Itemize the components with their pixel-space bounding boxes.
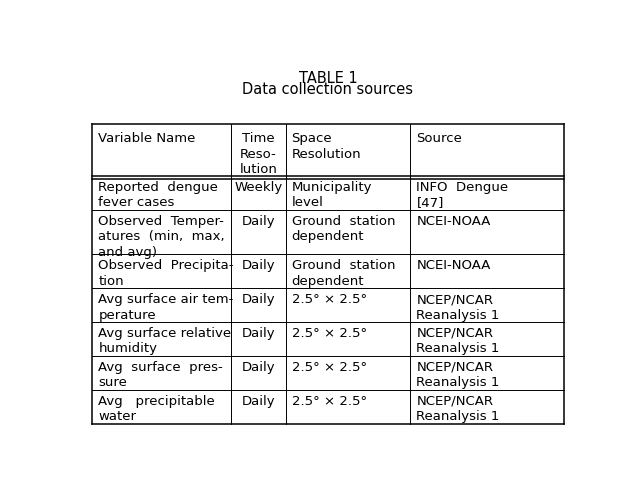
Text: Observed  Temper-
atures  (min,  max,
and avg): Observed Temper- atures (min, max, and a… xyxy=(99,214,225,258)
Text: Reported  dengue
fever cases: Reported dengue fever cases xyxy=(99,181,218,209)
Text: Daily: Daily xyxy=(242,214,275,227)
Text: Avg surface air tem-
perature: Avg surface air tem- perature xyxy=(99,292,234,321)
Text: Daily: Daily xyxy=(242,360,275,373)
Text: 2.5° × 2.5°: 2.5° × 2.5° xyxy=(292,292,367,305)
Text: Daily: Daily xyxy=(242,292,275,305)
Text: 2.5° × 2.5°: 2.5° × 2.5° xyxy=(292,360,367,373)
Text: Daily: Daily xyxy=(242,258,275,272)
Text: NCEP/NCAR
Reanalysis 1: NCEP/NCAR Reanalysis 1 xyxy=(417,292,500,321)
Text: Avg surface relative
humidity: Avg surface relative humidity xyxy=(99,326,232,355)
Text: Municipality
level: Municipality level xyxy=(292,181,372,209)
Text: Ground  station
dependent: Ground station dependent xyxy=(292,214,395,242)
Text: Space
Resolution: Space Resolution xyxy=(292,132,361,160)
Text: Observed  Precipita-
tion: Observed Precipita- tion xyxy=(99,258,234,287)
Text: Time
Reso-
lution: Time Reso- lution xyxy=(239,132,277,176)
Text: NCEI-NOAA: NCEI-NOAA xyxy=(417,258,491,272)
Text: Weekly: Weekly xyxy=(234,181,283,193)
Text: TABLE 1: TABLE 1 xyxy=(299,71,357,86)
Text: Ground  station
dependent: Ground station dependent xyxy=(292,258,395,287)
Text: 2.5° × 2.5°: 2.5° × 2.5° xyxy=(292,326,367,339)
Text: NCEI-NOAA: NCEI-NOAA xyxy=(417,214,491,227)
Text: Avg   precipitable
water: Avg precipitable water xyxy=(99,394,215,423)
Text: NCEP/NCAR
Reanalysis 1: NCEP/NCAR Reanalysis 1 xyxy=(417,360,500,389)
Text: Source: Source xyxy=(417,132,462,145)
Text: INFO  Dengue
[47]: INFO Dengue [47] xyxy=(417,181,509,209)
Text: Data collection sources: Data collection sources xyxy=(243,82,413,97)
Text: NCEP/NCAR
Reanalysis 1: NCEP/NCAR Reanalysis 1 xyxy=(417,394,500,423)
Text: Avg  surface  pres-
sure: Avg surface pres- sure xyxy=(99,360,223,389)
Text: Daily: Daily xyxy=(242,394,275,407)
Text: Daily: Daily xyxy=(242,326,275,339)
Text: NCEP/NCAR
Reanalysis 1: NCEP/NCAR Reanalysis 1 xyxy=(417,326,500,355)
Text: 2.5° × 2.5°: 2.5° × 2.5° xyxy=(292,394,367,407)
Text: Variable Name: Variable Name xyxy=(99,132,196,145)
